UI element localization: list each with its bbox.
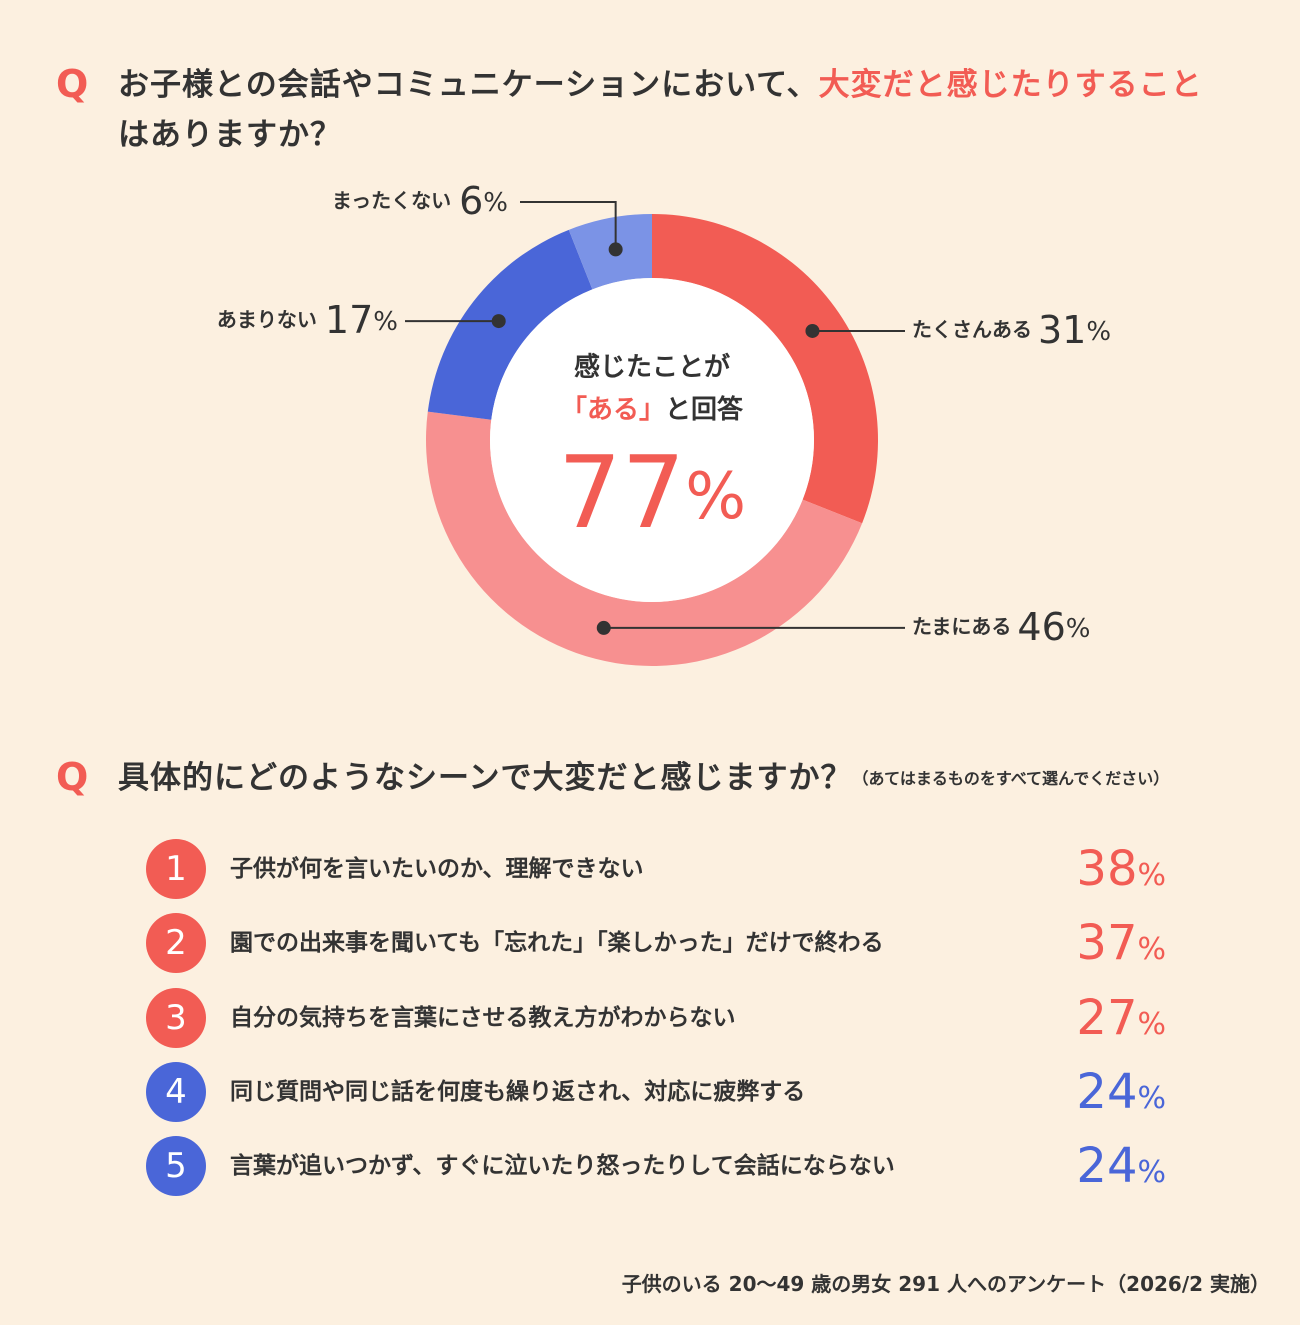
rank-value: 24% (1076, 1138, 1166, 1195)
center-text: と回答 (665, 394, 744, 425)
rank-value: 38% (1076, 841, 1166, 897)
rank-text: 園での出来事を聞いても「忘れた」「楽しかった」だけで終わる (230, 930, 884, 957)
center-text: 感じたことが (574, 352, 730, 383)
ranking-row: 2 園での出来事を聞いても「忘れた」「楽しかった」だけで終わる 37% (146, 913, 1166, 974)
donut-slice (652, 214, 878, 524)
rank-value: 37% (1076, 915, 1166, 972)
slice-label: たまにある (912, 614, 1011, 638)
leader-line (520, 201, 617, 250)
slice-label: たくさんある (912, 317, 1032, 341)
ranking-row: 5 言葉が追いつかず、すぐに泣いたり怒ったりして会話にならない 24% (146, 1136, 1166, 1197)
donut-slice (427, 229, 593, 420)
center-text: 「ある」と回答 (561, 394, 744, 425)
title-part: お子様との会話やコミュニケーションにおいて、 (118, 67, 819, 103)
slice-value: 17% (325, 298, 398, 342)
ranking-row: 1 子供が何を言いたいのか、理解できない 38% (146, 839, 1166, 899)
leader-dot (608, 242, 623, 257)
title-part: はありますか？ (118, 117, 342, 153)
rank-text: 言葉が追いつかず、すぐに泣いたり怒ったりして会話にならない (230, 1153, 895, 1180)
title-highlight: 大変だと感じたりすること (818, 67, 1203, 103)
donut-slice (426, 411, 863, 666)
slice-value: 31% (1038, 307, 1111, 351)
rank-badge: 4 (146, 1061, 206, 1122)
note: （あてはまるものをすべて選んでください） (852, 769, 1170, 788)
question-marker: Q (56, 755, 89, 799)
ranking-row: 4 同じ質問や同じ話を何度も繰り返され、対応に疲弊する 24% (146, 1061, 1166, 1122)
rank-badge: 5 (146, 1136, 206, 1197)
rank-badge: 1 (146, 839, 206, 899)
slice-value: 46% (1017, 604, 1090, 648)
slice-value: 6% (459, 179, 508, 223)
rank-value: 27% (1076, 989, 1166, 1046)
rank-text: 子供が何を言いたいのか、理解できない (230, 856, 644, 882)
donut-hole (490, 278, 814, 602)
rank-text: 自分の気持ちを言葉にさせる教え方がわからない (230, 1004, 736, 1031)
leader-dot (491, 314, 506, 329)
question-title: 具体的にどのようなシーンで大変だと感じますか？（あてはまるものをすべて選んでくだ… (118, 753, 1169, 804)
rank-badge: 2 (146, 913, 206, 974)
slice-label: まったくない (332, 189, 451, 213)
center-value: 77% (558, 434, 746, 551)
question-marker: Q (56, 62, 89, 106)
question-title: お子様との会話やコミュニケーションにおいて、大変だと感じたりすることはありますか… (118, 60, 1208, 160)
center-highlight: 「ある」 (561, 394, 665, 425)
rank-text: 同じ質問や同じ話を何度も繰り返され、対応に疲弊する (230, 1078, 806, 1105)
footer: 子供のいる 20〜49 歳の男女 291 人へのアンケート（2026/2 実施） (621, 1272, 1270, 1296)
rank-value: 24% (1076, 1063, 1166, 1120)
donut-chart: たくさんある 31%たまにある 46%あまりない 17%まったくない 6%感じたことが「… (217, 179, 1111, 666)
ranking-row: 3 自分の気持ちを言葉にさせる教え方がわからない 27% (146, 987, 1166, 1048)
title: 具体的にどのようなシーンで大変だと感じますか？ (118, 760, 853, 796)
slice-label: あまりない (217, 308, 317, 332)
leader-dot (596, 620, 611, 635)
leader-dot (805, 323, 820, 338)
rank-badge: 3 (146, 987, 206, 1048)
